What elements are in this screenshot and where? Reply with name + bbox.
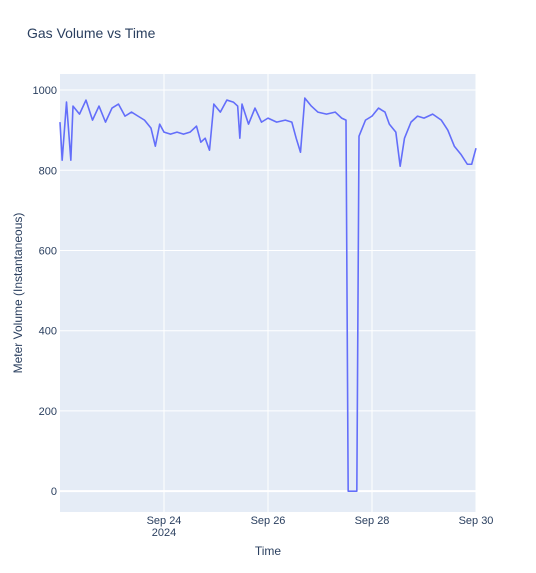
x-tick-label: Sep 30 [459,515,494,527]
y-tick-label: 200 [39,406,57,418]
chart-title: Gas Volume vs Time [27,25,156,41]
y-tick-label: 400 [39,326,57,338]
x-tick-label: Sep 26 [251,515,286,527]
y-tick-label: 0 [51,486,57,498]
x-axis-title: Time [255,544,282,558]
x-tick-label: Sep 24 2024 [147,515,182,539]
x-tick-label: Sep 28 [355,515,390,527]
y-tick-label: 1000 [33,85,57,97]
y-tick-label: 800 [39,165,57,177]
data-line [59,97,477,492]
y-axis-title: Meter Volume (Instantaneous) [11,213,25,374]
y-tick-label: 600 [39,245,57,257]
